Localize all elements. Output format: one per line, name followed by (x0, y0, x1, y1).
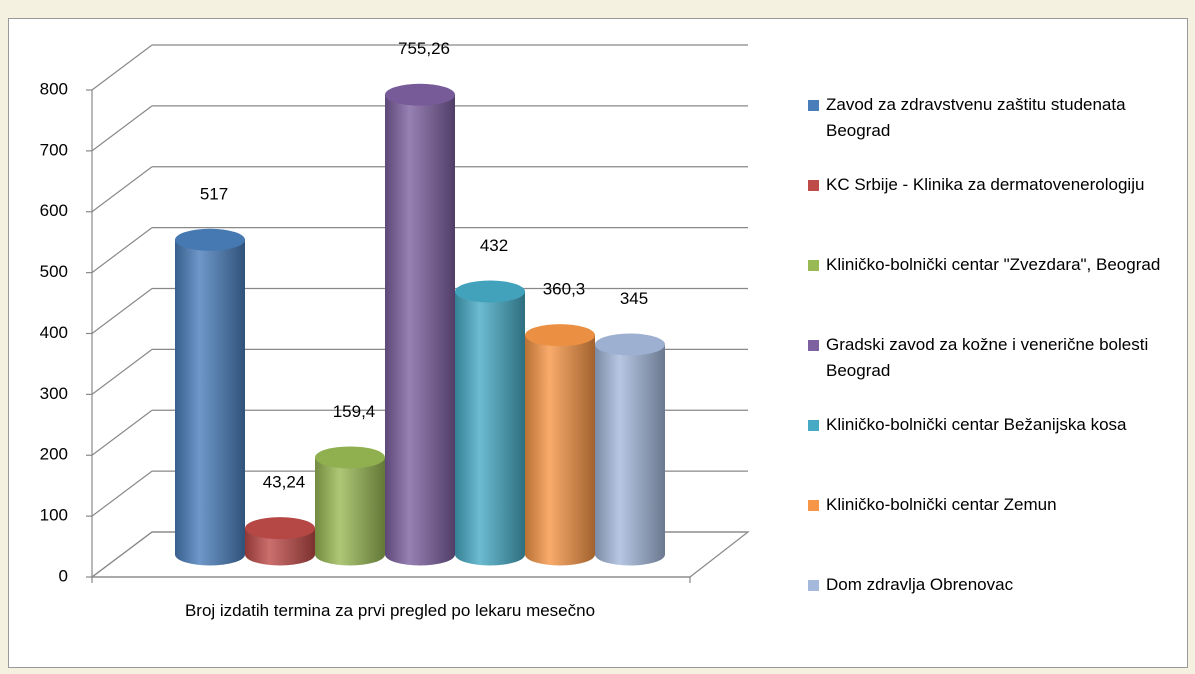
legend-swatch (808, 260, 819, 271)
legend-label: KC Srbije - Klinika za dermatovenerologi… (826, 175, 1145, 194)
data-label: 345 (620, 289, 648, 308)
cylinder-top (595, 333, 665, 356)
y-tick-label: 100 (40, 506, 68, 525)
cylinder-top (245, 517, 315, 540)
y-tick-label: 400 (40, 323, 68, 342)
legend-label: Kliničko-bolnički centar "Zvezdara", Beo… (826, 255, 1161, 274)
grid-line-side (91, 44, 153, 91)
cylinder-top (385, 83, 455, 106)
data-label: 159,4 (333, 402, 376, 421)
grid-line-side (91, 227, 153, 274)
y-tick-label: 800 (40, 79, 68, 98)
y-tick-label: 300 (40, 384, 68, 403)
legend-label: Gradski zavod za kožne i venerične boles… (826, 335, 1149, 380)
grid-line-side (91, 409, 153, 456)
data-label: 517 (200, 184, 228, 203)
legend-label: Dom zdravlja Obrenovac (826, 575, 1014, 594)
data-label: 755,26 (398, 39, 450, 58)
legend-label: Zavod za zdravstvenu zaštitu studenata B… (826, 95, 1126, 140)
cylinder-top (315, 446, 385, 469)
legend-label: Kliničko-bolnički centar Bežanijska kosa (826, 415, 1127, 434)
y-tick-label: 600 (40, 201, 68, 220)
cylinder-body (315, 457, 385, 566)
legend-swatch (808, 340, 819, 351)
cylinder-top (455, 280, 525, 303)
y-tick-label: 200 (40, 445, 68, 464)
cylinder-body (385, 94, 455, 566)
grid-line-side (91, 288, 153, 334)
grid-line-side (91, 166, 153, 213)
y-tick-label: 700 (40, 140, 68, 159)
legend-swatch (808, 420, 819, 431)
cylinder-top (175, 228, 245, 251)
grid-line-side (91, 470, 153, 517)
grid-line-side (91, 348, 153, 395)
legend-label: Kliničko-bolnički centar Zemun (826, 495, 1057, 514)
y-tick-label: 0 (59, 566, 68, 585)
grid-line-side (91, 105, 153, 152)
data-label: 360,3 (543, 280, 586, 299)
cylinder-body (175, 239, 245, 566)
legend-swatch (808, 180, 819, 191)
cylinder-body (525, 335, 595, 566)
cylinder-top (525, 324, 595, 347)
cylinder-body (595, 344, 665, 566)
x-category-label: Broj izdatih termina za prvi pregled po … (184, 601, 596, 620)
data-label: 43,24 (263, 473, 306, 492)
data-label: 432 (480, 236, 508, 255)
y-tick-label: 500 (40, 262, 68, 281)
cylinder-body (455, 291, 525, 566)
legend-swatch (808, 580, 819, 591)
legend-swatch (808, 500, 819, 511)
grid-line-side (91, 531, 153, 578)
legend-swatch (808, 100, 819, 111)
